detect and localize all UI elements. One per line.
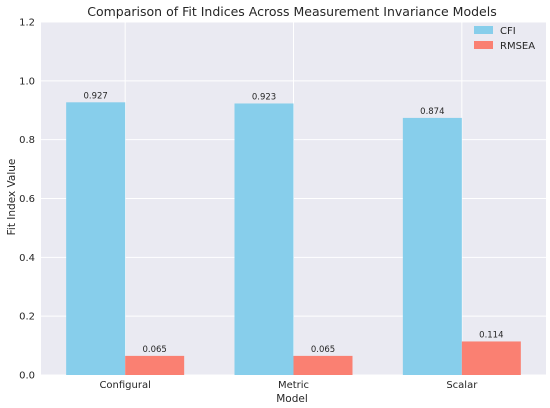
x-tick-label: Metric <box>278 380 309 391</box>
legend-label: CFI <box>500 26 516 37</box>
data-labels: 0.927 0.923 0.874 0.065 0.065 0.114 <box>83 91 503 355</box>
rmsea-bar <box>125 355 185 375</box>
y-axis-label: Fit Index Value <box>6 159 18 236</box>
y-tick-label: 0.2 <box>19 312 35 323</box>
cfi-bar <box>66 102 126 376</box>
rmsea-bar <box>461 341 521 375</box>
rmsea-value-label: 0.065 <box>142 345 166 355</box>
cfi-bar <box>402 117 462 376</box>
x-tick-label: Configural <box>99 380 150 391</box>
cfi-value-label: 0.923 <box>252 92 276 102</box>
y-tick-label: 1.0 <box>19 76 35 87</box>
x-axis-ticks: Configural Metric Scalar <box>99 380 478 391</box>
bars <box>66 102 521 376</box>
rmsea-value-label: 0.114 <box>479 330 503 340</box>
legend-label: RMSEA <box>500 41 535 52</box>
y-tick-label: 0.6 <box>19 194 35 205</box>
legend-swatch <box>474 41 493 49</box>
y-tick-label: 0.8 <box>19 135 35 146</box>
legend: CFI RMSEA <box>474 26 535 52</box>
y-tick-label: 0.0 <box>19 371 35 382</box>
x-tick-label: Scalar <box>446 380 478 391</box>
rmsea-value-label: 0.065 <box>311 345 335 355</box>
cfi-bar <box>234 103 294 376</box>
x-axis-label: Model <box>276 393 308 405</box>
y-tick-label: 1.2 <box>19 18 35 29</box>
y-tick-label: 0.4 <box>19 253 35 264</box>
cfi-value-label: 0.874 <box>420 107 444 117</box>
chart-title: Comparison of Fit Indices Across Measure… <box>87 4 496 19</box>
rmsea-bar <box>293 355 353 375</box>
legend-swatch <box>474 26 493 34</box>
cfi-value-label: 0.927 <box>83 91 107 101</box>
y-axis-ticks: 0.0 0.2 0.4 0.6 0.8 1.0 1.2 <box>19 18 35 382</box>
